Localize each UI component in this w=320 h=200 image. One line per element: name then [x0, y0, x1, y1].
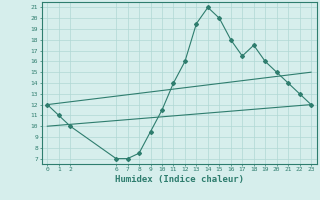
X-axis label: Humidex (Indice chaleur): Humidex (Indice chaleur)	[115, 175, 244, 184]
